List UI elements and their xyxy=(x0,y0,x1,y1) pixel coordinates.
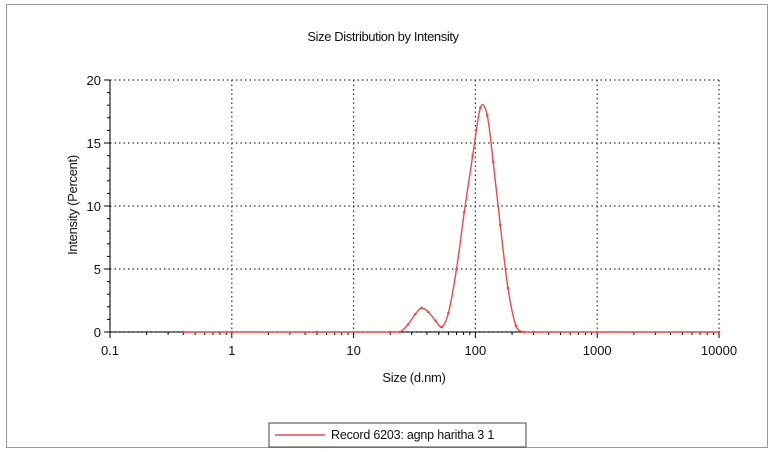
data-point xyxy=(230,330,233,334)
y-tick-label: 15 xyxy=(87,136,101,151)
data-point xyxy=(434,319,437,322)
data-point xyxy=(596,330,599,334)
data-point xyxy=(471,154,474,157)
data-point xyxy=(455,267,458,271)
x-tick-label: 10 xyxy=(346,343,360,358)
y-tick-label: 10 xyxy=(87,199,101,214)
axis-ticks: 0.1 1 10 100 1000 10000 0 5 10 15 20 xyxy=(87,73,738,358)
data-point xyxy=(182,330,185,334)
y-tick-label: 5 xyxy=(94,262,101,277)
data-point xyxy=(522,330,526,334)
data-point xyxy=(479,106,482,109)
data-point xyxy=(463,211,466,214)
chart-frame: Size Distribution by Intensity 0.1 1 10 100… xyxy=(6,4,768,448)
x-tick-label: 10000 xyxy=(701,343,737,358)
data-point xyxy=(499,223,502,227)
data-point xyxy=(398,330,402,334)
data-point xyxy=(315,330,319,334)
x-axis-label: Size (d.nm) xyxy=(382,370,445,385)
legend: Record 6203: agnp haritha 3 1 xyxy=(268,422,527,448)
data-point xyxy=(440,325,444,329)
series-line-0 xyxy=(183,104,719,333)
data-point xyxy=(506,286,510,290)
x-tick-label: 0.1 xyxy=(101,343,119,358)
data-point xyxy=(447,311,450,315)
data-point xyxy=(491,160,495,164)
data-point xyxy=(486,114,489,117)
y-tick-label: 0 xyxy=(94,325,101,340)
data-point xyxy=(413,313,417,316)
data-point xyxy=(427,310,430,314)
y-tick-label: 20 xyxy=(87,73,101,88)
data-point xyxy=(514,324,518,327)
data-point xyxy=(389,330,392,334)
x-tick-label: 1000 xyxy=(583,343,612,358)
y-axis-label: Intensity (Percent) xyxy=(65,155,80,255)
chart-title: Size Distribution by Intensity xyxy=(307,29,459,44)
data-point xyxy=(532,330,535,334)
x-tick-label: 1 xyxy=(228,343,235,358)
data-point xyxy=(420,306,423,310)
data-point xyxy=(717,330,721,334)
legend-entry-label: Record 6203: agnp haritha 3 1 xyxy=(331,428,494,442)
series-layer xyxy=(182,104,721,334)
grid-lines xyxy=(109,79,720,333)
size-distribution-chart: Size Distribution by Intensity 0.1 1 10 100… xyxy=(65,29,738,448)
x-tick-label: 100 xyxy=(465,343,487,358)
data-point xyxy=(406,323,410,326)
